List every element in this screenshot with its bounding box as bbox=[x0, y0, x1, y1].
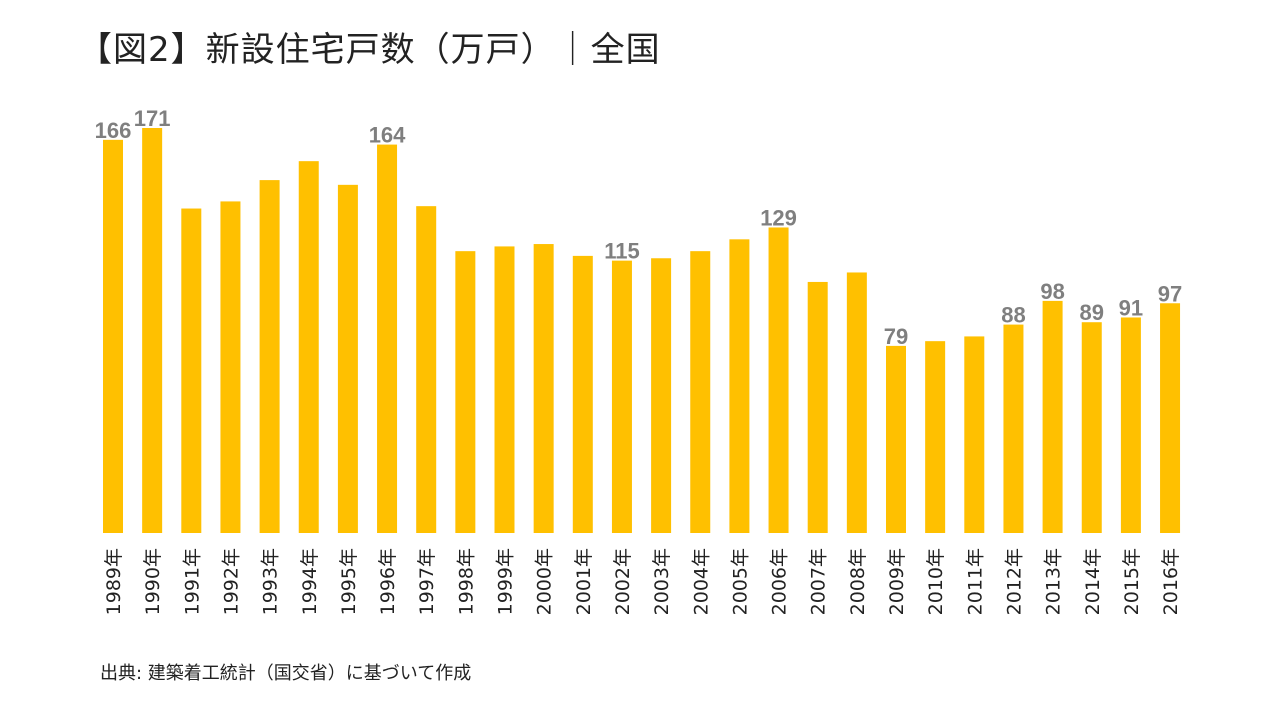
x-tick-label-2009年: 2009年 bbox=[886, 548, 908, 615]
bar-2003年 bbox=[651, 258, 672, 533]
bar-2014年 bbox=[1081, 322, 1102, 533]
bar-1993年 bbox=[259, 180, 280, 534]
x-tick-label-2015年: 2015年 bbox=[1121, 548, 1143, 615]
bar-1996年 bbox=[377, 144, 398, 533]
bar-2009年 bbox=[886, 345, 906, 533]
x-tick-label-2002年: 2002年 bbox=[612, 548, 634, 615]
value-label-1989年: 166 bbox=[95, 118, 132, 143]
x-tick-label-1995年: 1995年 bbox=[338, 548, 360, 615]
value-label-2006年: 129 bbox=[760, 205, 797, 230]
bar-1992年 bbox=[220, 201, 241, 534]
bar-2010年 bbox=[925, 341, 946, 533]
x-tick-label-1993年: 1993年 bbox=[260, 548, 282, 615]
bar-2001年 bbox=[572, 255, 593, 533]
bar-1991年 bbox=[181, 208, 202, 533]
bar-2016年 bbox=[1160, 303, 1181, 533]
x-tick-label-2013年: 2013年 bbox=[1043, 548, 1065, 615]
x-tick-label-2016年: 2016年 bbox=[1160, 548, 1182, 615]
x-tick-label-1997年: 1997年 bbox=[416, 548, 438, 615]
value-label-2016年: 97 bbox=[1158, 281, 1182, 306]
bar-2013年 bbox=[1042, 300, 1063, 533]
x-tick-label-2001年: 2001年 bbox=[573, 548, 595, 615]
x-tick-label-1998年: 1998年 bbox=[455, 548, 477, 615]
bar-2008年 bbox=[846, 272, 867, 533]
x-tick-label-1999年: 1999年 bbox=[495, 548, 517, 615]
bar-2012年 bbox=[1003, 324, 1024, 533]
value-label-2013年: 98 bbox=[1040, 279, 1064, 304]
x-tick-label-2010年: 2010年 bbox=[925, 548, 947, 615]
bar-1989年 bbox=[103, 139, 123, 533]
source-note: 出典: 建築着工統計（国交省）に基づいて作成 bbox=[100, 663, 472, 684]
x-tick-label-2000年: 2000年 bbox=[534, 548, 556, 615]
x-tick-label-1991年: 1991年 bbox=[181, 548, 203, 615]
bar-2002年 bbox=[611, 260, 632, 533]
bar-1997年 bbox=[416, 206, 437, 533]
value-label-2002年: 115 bbox=[604, 239, 640, 264]
bar-1995年 bbox=[337, 184, 358, 533]
bar-2007年 bbox=[807, 281, 828, 533]
x-tick-label-1990年: 1990年 bbox=[142, 548, 164, 615]
x-tick-label-2008年: 2008年 bbox=[847, 548, 869, 615]
bar-1994年 bbox=[298, 161, 319, 533]
bar-1999年 bbox=[494, 246, 515, 534]
x-tick-label-1994年: 1994年 bbox=[299, 548, 321, 615]
x-tick-label-2005年: 2005年 bbox=[729, 548, 751, 615]
bar-2006年 bbox=[768, 227, 789, 533]
x-tick-label-2014年: 2014年 bbox=[1082, 548, 1104, 615]
bar-2005年 bbox=[729, 239, 750, 533]
bar-2000年 bbox=[533, 244, 554, 534]
chart-title: 【図2】新設住宅戸数（万戸）｜全国 bbox=[78, 30, 661, 70]
bar-2011年 bbox=[964, 336, 985, 533]
x-tick-label-1992年: 1992年 bbox=[220, 548, 242, 615]
x-tick-label-2007年: 2007年 bbox=[808, 548, 830, 615]
x-tick-label-2006年: 2006年 bbox=[769, 548, 791, 615]
bar-1990年 bbox=[142, 128, 163, 533]
x-tick-label-2012年: 2012年 bbox=[1003, 548, 1025, 615]
bar-2015年 bbox=[1120, 317, 1141, 533]
x-tick-label-2003年: 2003年 bbox=[651, 548, 673, 615]
value-label-2015年: 91 bbox=[1119, 295, 1143, 320]
x-tick-label-2004年: 2004年 bbox=[690, 548, 712, 615]
value-label-2012年: 88 bbox=[1001, 303, 1025, 328]
value-label-2014年: 89 bbox=[1080, 300, 1104, 325]
bar-1998年 bbox=[455, 251, 476, 533]
x-tick-label-1996年: 1996年 bbox=[377, 548, 399, 615]
value-label-1996年: 164 bbox=[369, 123, 406, 148]
x-tick-label-1989年: 1989年 bbox=[103, 548, 125, 615]
value-label-1990年: 171 bbox=[134, 106, 171, 131]
x-tick-label-2011年: 2011年 bbox=[964, 548, 986, 615]
bar-2004年 bbox=[690, 251, 711, 533]
value-label-2009年: 79 bbox=[884, 324, 908, 349]
